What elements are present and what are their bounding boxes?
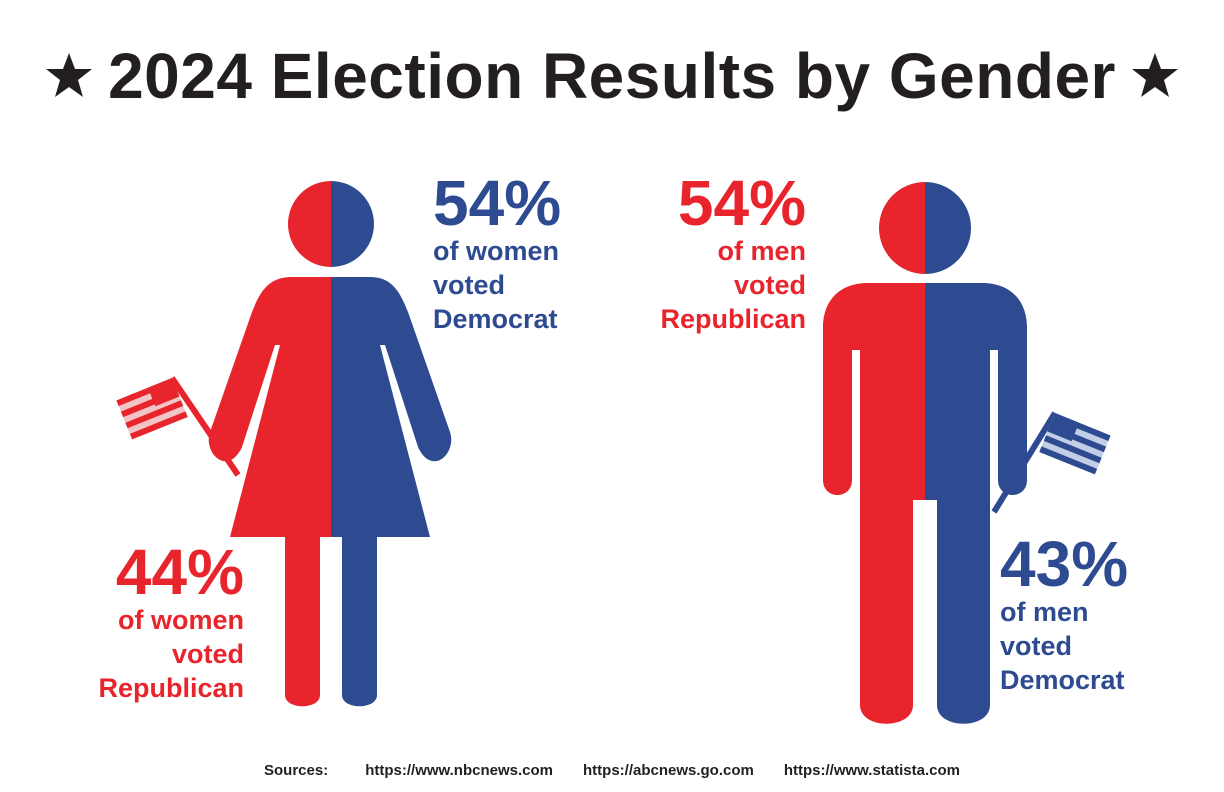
page-title: 2024 Election Results by Gender (108, 40, 1116, 112)
men-republican-line: Republican (660, 304, 806, 334)
woman-figure-icon (116, 181, 452, 707)
us-flag-icon (116, 376, 241, 477)
star-icon (46, 53, 93, 97)
men-democrat-percent: 43% (1000, 528, 1129, 600)
men-democrat-stat: 43% of men voted Democrat (1000, 528, 1129, 697)
men-republican-stat: 54% of men voted Republican (600, 167, 806, 336)
sources-label: Sources: (264, 762, 329, 779)
men-republican-percent: 54% (677, 167, 806, 239)
page-title-row: 2024 Election Results by Gender (0, 38, 1224, 114)
men-democrat-line: of men (1000, 597, 1089, 627)
women-democrat-stat: 54% of women voted Democrat (433, 167, 562, 336)
sources-row: Sources: https://www.nbcnews.com https:/… (0, 762, 1224, 779)
women-democrat-line: Democrat (433, 304, 558, 334)
women-republican-line: of women (118, 605, 244, 635)
women-democrat-percent: 54% (433, 167, 562, 239)
star-icon (1131, 53, 1178, 97)
source-link[interactable]: https://www.statista.com (783, 762, 960, 779)
women-democrat-line: voted (433, 270, 506, 300)
men-democrat-line: Democrat (1000, 665, 1125, 695)
women-republican-percent: 44% (115, 536, 244, 608)
men-republican-line: voted (733, 270, 806, 300)
source-link[interactable]: https://www.nbcnews.com (365, 762, 553, 779)
men-democrat-line: voted (1000, 631, 1073, 661)
men-republican-line: of men (717, 236, 806, 266)
women-republican-stat: 44% of women voted Republican (40, 536, 244, 705)
women-democrat-line: of women (433, 236, 559, 266)
source-link[interactable]: https://abcnews.go.com (583, 762, 754, 779)
us-flag-icon (991, 411, 1111, 514)
women-republican-line: Republican (98, 673, 244, 703)
women-republican-line: voted (171, 639, 244, 669)
man-figure-icon (823, 182, 1111, 724)
